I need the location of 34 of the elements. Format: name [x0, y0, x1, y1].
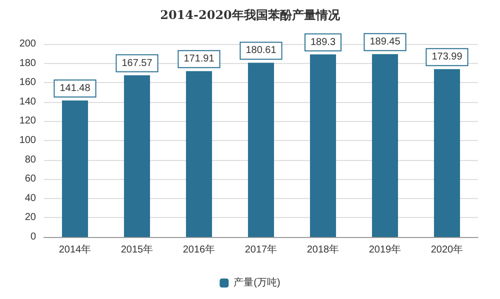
data-label: 173.99	[432, 52, 463, 63]
y-tick-label: 200	[19, 38, 36, 50]
bar	[310, 54, 336, 237]
y-tick-label: 60	[24, 174, 36, 185]
x-tick-label: 2015年	[120, 244, 154, 256]
data-label: 180.61	[246, 45, 277, 56]
y-tick-label: 140	[19, 96, 36, 108]
y-tick-label: 40	[24, 192, 36, 204]
data-label: 141.48	[60, 82, 91, 94]
x-tick-label: 2014年	[58, 244, 92, 256]
x-tick-label: 2020年	[430, 244, 464, 256]
bar	[62, 100, 88, 237]
chart-title: 2014-2020年我国苯酚产量情况	[160, 8, 341, 22]
data-label: 189.3	[310, 36, 336, 48]
data-label: 171.91	[184, 54, 215, 65]
y-tick-label: 0	[30, 232, 36, 242]
bar	[248, 62, 274, 237]
bar	[434, 69, 460, 237]
x-tick-label: 2017年	[244, 244, 278, 256]
data-label: 167.57	[122, 58, 153, 69]
data-label: 189.45	[370, 36, 401, 48]
x-tick-label: 2019年	[368, 244, 402, 256]
bar	[372, 54, 398, 237]
x-tick-label: 2016年	[182, 244, 216, 256]
y-tick-label: 100	[19, 135, 36, 146]
x-tick-label: 2018年	[306, 244, 340, 256]
y-tick-label: 120	[19, 116, 36, 127]
y-tick-label: 20	[24, 212, 36, 224]
y-tick-label: 180	[19, 58, 36, 69]
y-tick-label: 80	[24, 154, 36, 166]
bar	[124, 75, 150, 237]
legend-label: 产量(万吨)	[234, 276, 280, 288]
y-tick-label: 160	[19, 77, 36, 88]
bar	[186, 71, 212, 237]
